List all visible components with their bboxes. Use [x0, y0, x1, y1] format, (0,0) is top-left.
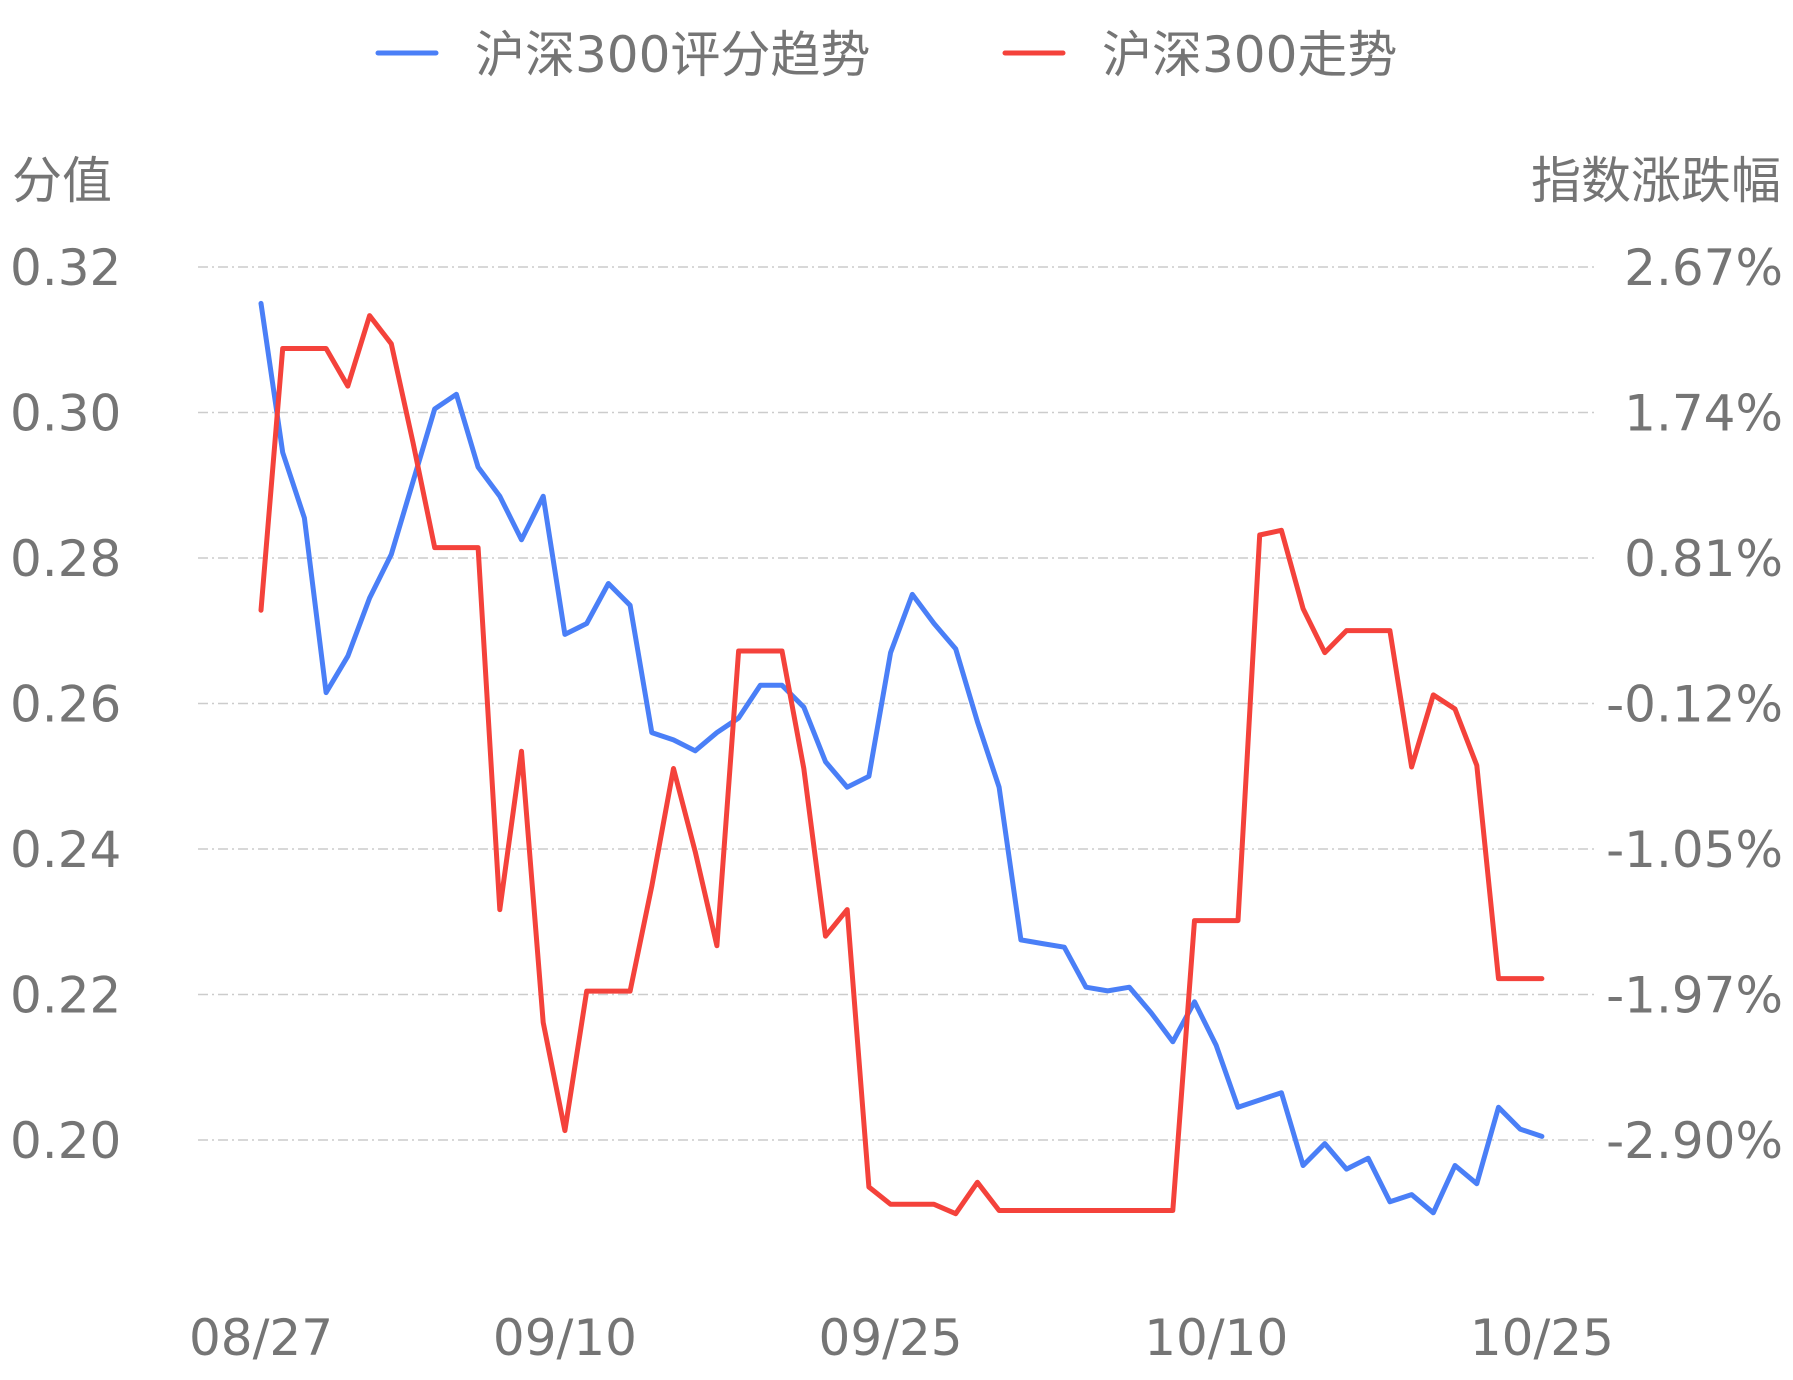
x-tick-label: 09/10 — [493, 1309, 637, 1367]
left-tick-label: 0.28 — [10, 530, 121, 588]
x-tick-label: 08/27 — [189, 1309, 333, 1367]
x-axis-ticks: 08/27 09/10 09/25 10/10 10/25 — [189, 1309, 1614, 1367]
left-tick-label: 0.30 — [10, 385, 121, 443]
left-axis-ticks: 0.32 0.30 0.28 0.26 0.24 0.22 0.20 — [10, 239, 121, 1170]
left-tick-label: 0.22 — [10, 967, 121, 1025]
right-tick-label: -0.12% — [1606, 676, 1783, 734]
right-tick-label: -2.90% — [1606, 1112, 1783, 1170]
right-tick-label: 2.67% — [1624, 239, 1783, 297]
right-axis-ticks: 2.67% 1.74% 0.81% -0.12% -1.05% -1.97% -2.90% — [1606, 239, 1783, 1170]
gridlines — [198, 266, 1598, 1141]
index-trend-line — [258, 313, 1545, 1217]
x-tick-label: 10/10 — [1144, 1309, 1288, 1367]
legend-label-score: 沪深300评分趋势 — [475, 26, 870, 84]
right-tick-label: 0.81% — [1624, 530, 1783, 588]
right-axis-title: 指数涨跌幅 — [1531, 152, 1781, 210]
x-tick-label: 10/25 — [1470, 1309, 1614, 1367]
right-tick-label: -1.05% — [1606, 821, 1783, 879]
x-tick-label: 09/25 — [819, 1309, 963, 1367]
left-tick-label: 0.24 — [10, 821, 121, 879]
left-tick-label: 0.26 — [10, 676, 121, 734]
left-axis-title: 分值 — [12, 152, 112, 210]
right-tick-label: -1.97% — [1606, 967, 1783, 1025]
score-trend-line — [258, 300, 1545, 1216]
series-lines — [258, 300, 1545, 1217]
legend: 沪深300评分趋势 沪深300走势 — [375, 26, 1397, 84]
left-tick-label: 0.32 — [10, 239, 121, 297]
right-tick-label: 1.74% — [1624, 385, 1783, 443]
legend-label-index: 沪深300走势 — [1102, 26, 1397, 84]
left-tick-label: 0.20 — [10, 1112, 121, 1170]
